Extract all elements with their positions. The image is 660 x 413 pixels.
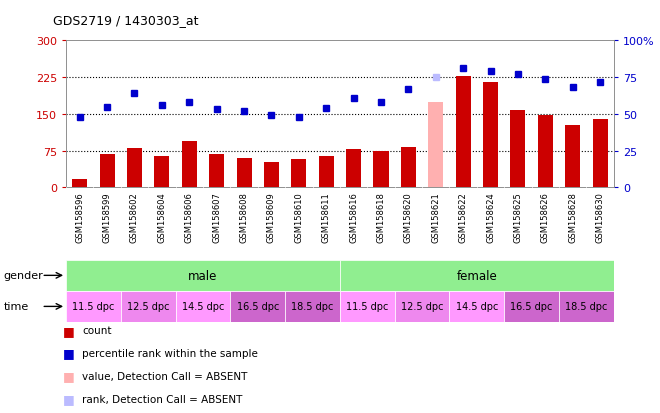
Text: GSM158628: GSM158628 [568, 192, 578, 242]
Text: GSM158624: GSM158624 [486, 192, 495, 242]
Text: gender: gender [3, 271, 43, 281]
Bar [401, 148, 416, 188]
Text: GSM158620: GSM158620 [404, 192, 413, 242]
Bar [455, 76, 471, 188]
Text: GSM158602: GSM158602 [130, 192, 139, 242]
Text: GSM158626: GSM158626 [541, 192, 550, 242]
Bar [182, 142, 197, 188]
Text: GSM158596: GSM158596 [75, 192, 84, 242]
Text: GSM158607: GSM158607 [212, 192, 221, 242]
Text: ■: ■ [63, 347, 75, 360]
Text: value, Detection Call = ABSENT: value, Detection Call = ABSENT [82, 371, 248, 381]
Bar [559, 291, 614, 322]
Bar [504, 291, 559, 322]
Bar [66, 260, 340, 291]
Bar [264, 162, 279, 188]
Bar [593, 119, 608, 188]
Text: 11.5 dpc: 11.5 dpc [72, 301, 115, 312]
Text: GSM158625: GSM158625 [513, 192, 523, 242]
Bar [538, 116, 553, 188]
Bar [340, 260, 614, 291]
Text: GSM158611: GSM158611 [321, 192, 331, 242]
Text: ■: ■ [63, 369, 75, 382]
Text: 18.5 dpc: 18.5 dpc [565, 301, 608, 312]
Text: female: female [457, 269, 497, 282]
Text: GSM158606: GSM158606 [185, 192, 194, 242]
Bar [483, 83, 498, 188]
Text: GDS2719 / 1430303_at: GDS2719 / 1430303_at [53, 14, 198, 27]
Text: GSM158616: GSM158616 [349, 192, 358, 242]
Text: GSM158618: GSM158618 [376, 192, 385, 242]
Text: count: count [82, 325, 112, 335]
Text: GSM158630: GSM158630 [595, 192, 605, 242]
Text: rank, Detection Call = ABSENT: rank, Detection Call = ABSENT [82, 394, 243, 404]
Text: 18.5 dpc: 18.5 dpc [291, 301, 334, 312]
Text: ■: ■ [63, 392, 75, 405]
Text: ■: ■ [63, 324, 75, 337]
Bar [121, 291, 176, 322]
Text: GSM158622: GSM158622 [459, 192, 468, 242]
Text: GSM158608: GSM158608 [240, 192, 249, 242]
Bar [565, 126, 580, 188]
Bar [72, 179, 87, 188]
Bar [154, 156, 170, 188]
Bar [428, 102, 444, 188]
Text: GSM158610: GSM158610 [294, 192, 304, 242]
Text: 11.5 dpc: 11.5 dpc [346, 301, 389, 312]
Bar [346, 150, 361, 188]
Bar [230, 291, 285, 322]
Text: GSM158609: GSM158609 [267, 192, 276, 242]
Text: male: male [188, 269, 218, 282]
Text: 14.5 dpc: 14.5 dpc [182, 301, 224, 312]
Text: GSM158599: GSM158599 [102, 192, 112, 242]
Bar [340, 291, 395, 322]
Bar [236, 159, 251, 188]
Bar [374, 152, 389, 188]
Bar [319, 156, 334, 188]
Bar [209, 155, 224, 188]
Text: GSM158621: GSM158621 [431, 192, 440, 242]
Bar [285, 291, 340, 322]
Bar [127, 149, 142, 188]
Bar [100, 155, 115, 188]
Bar [510, 111, 525, 188]
Bar [449, 291, 504, 322]
Text: 16.5 dpc: 16.5 dpc [236, 301, 279, 312]
Text: 12.5 dpc: 12.5 dpc [401, 301, 444, 312]
Text: GSM158604: GSM158604 [157, 192, 166, 242]
Bar [176, 291, 230, 322]
Text: 12.5 dpc: 12.5 dpc [127, 301, 170, 312]
Text: time: time [3, 301, 28, 312]
Bar [395, 291, 449, 322]
Bar [291, 159, 306, 188]
Text: 14.5 dpc: 14.5 dpc [455, 301, 498, 312]
Text: percentile rank within the sample: percentile rank within the sample [82, 348, 258, 358]
Text: 16.5 dpc: 16.5 dpc [510, 301, 553, 312]
Bar [66, 291, 121, 322]
